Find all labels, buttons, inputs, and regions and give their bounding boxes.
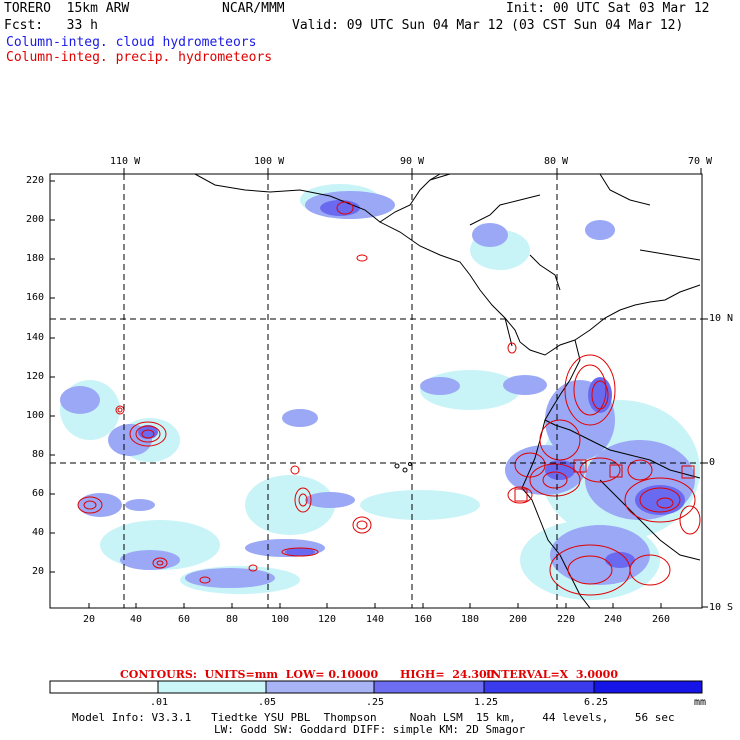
colorbar-label-0: .01 (150, 697, 169, 708)
y-tick-40: 40 (32, 527, 45, 538)
x-tick-60: 60 (178, 614, 191, 625)
index-ticks (50, 180, 662, 608)
x-tick-160: 160 (414, 614, 433, 625)
model-info-line2: LW: Godd SW: Goddard DIFF: simple KM: 2D… (214, 723, 526, 736)
top-ticks (123, 168, 708, 608)
y-tick-60: 60 (32, 488, 45, 499)
colorbar-bin-5 (593, 680, 703, 694)
lon-label-90w: 90 W (400, 156, 425, 167)
field-precip-title: Column-integ. precip. hydrometeors (6, 50, 273, 65)
colorbar-unit: mm (694, 697, 707, 708)
valid-time: Valid: 09 UTC Sun 04 Mar 12 (03 CST Sun … (292, 18, 684, 33)
y-tick-20: 20 (32, 566, 45, 577)
x-tick-80: 80 (226, 614, 239, 625)
y-tick-120: 120 (26, 371, 45, 382)
graticule (50, 174, 702, 608)
contour-units: CONTOURS: UNITS=mm LOW= 0.10000 (120, 668, 379, 681)
colorbar-bin-3 (373, 680, 485, 694)
precip-contours (77, 201, 701, 596)
x-tick-120: 120 (318, 614, 337, 625)
x-tick-240: 240 (604, 614, 623, 625)
lat-label-10s: 10 S (709, 602, 734, 613)
contour-interval: INTERVAL=X 3.0000 (486, 668, 618, 681)
x-tick-200: 200 (509, 614, 528, 625)
colorbar-label-4: 6.25 (584, 697, 609, 708)
lon-label-70w: 70 W (688, 156, 713, 167)
x-tick-260: 260 (652, 614, 671, 625)
colorbar-bin-2 (265, 680, 375, 694)
org-label: NCAR/MMM (222, 1, 285, 16)
x-tick-40: 40 (130, 614, 143, 625)
model-label: TORERO 15km ARW (4, 1, 130, 16)
y-tick-180: 180 (26, 253, 45, 264)
x-tick-220: 220 (557, 614, 576, 625)
lat-label-0: 0 (709, 457, 716, 468)
y-tick-80: 80 (32, 449, 45, 460)
forecast-hour: Fcst: 33 h (4, 18, 98, 33)
colorbar-label-3: 1.25 (474, 697, 499, 708)
model-info-line1: Model Info: V3.3.1 Tiedtke YSU PBL Thomp… (72, 711, 675, 724)
colorbar-bin-1 (157, 680, 267, 694)
field-cloud-title: Column-integ. cloud hydrometeors (6, 35, 257, 50)
colorbar-label-2: .25 (366, 697, 385, 708)
x-tick-180: 180 (461, 614, 480, 625)
x-tick-100: 100 (271, 614, 290, 625)
x-tick-20: 20 (83, 614, 96, 625)
init-time: Init: 00 UTC Sat 03 Mar 12 (506, 1, 710, 16)
colorbar-bin-0 (49, 680, 159, 694)
lon-label-110w: 110 W (110, 156, 141, 167)
x-tick-140: 140 (366, 614, 385, 625)
colorbar-label-1: .05 (258, 697, 277, 708)
colorbar-bin-4 (483, 680, 595, 694)
contour-high: HIGH= 24.300 (400, 668, 495, 681)
lon-label-100w: 100 W (254, 156, 285, 167)
lon-label-80w: 80 W (544, 156, 569, 167)
lat-label-10n: 10 N (709, 313, 734, 324)
y-tick-100: 100 (26, 410, 45, 421)
y-tick-220: 220 (26, 175, 45, 186)
y-tick-160: 160 (26, 292, 45, 303)
y-tick-140: 140 (26, 332, 45, 343)
y-tick-200: 200 (26, 214, 45, 225)
map-frame (49, 173, 703, 609)
coastlines (194, 174, 701, 608)
